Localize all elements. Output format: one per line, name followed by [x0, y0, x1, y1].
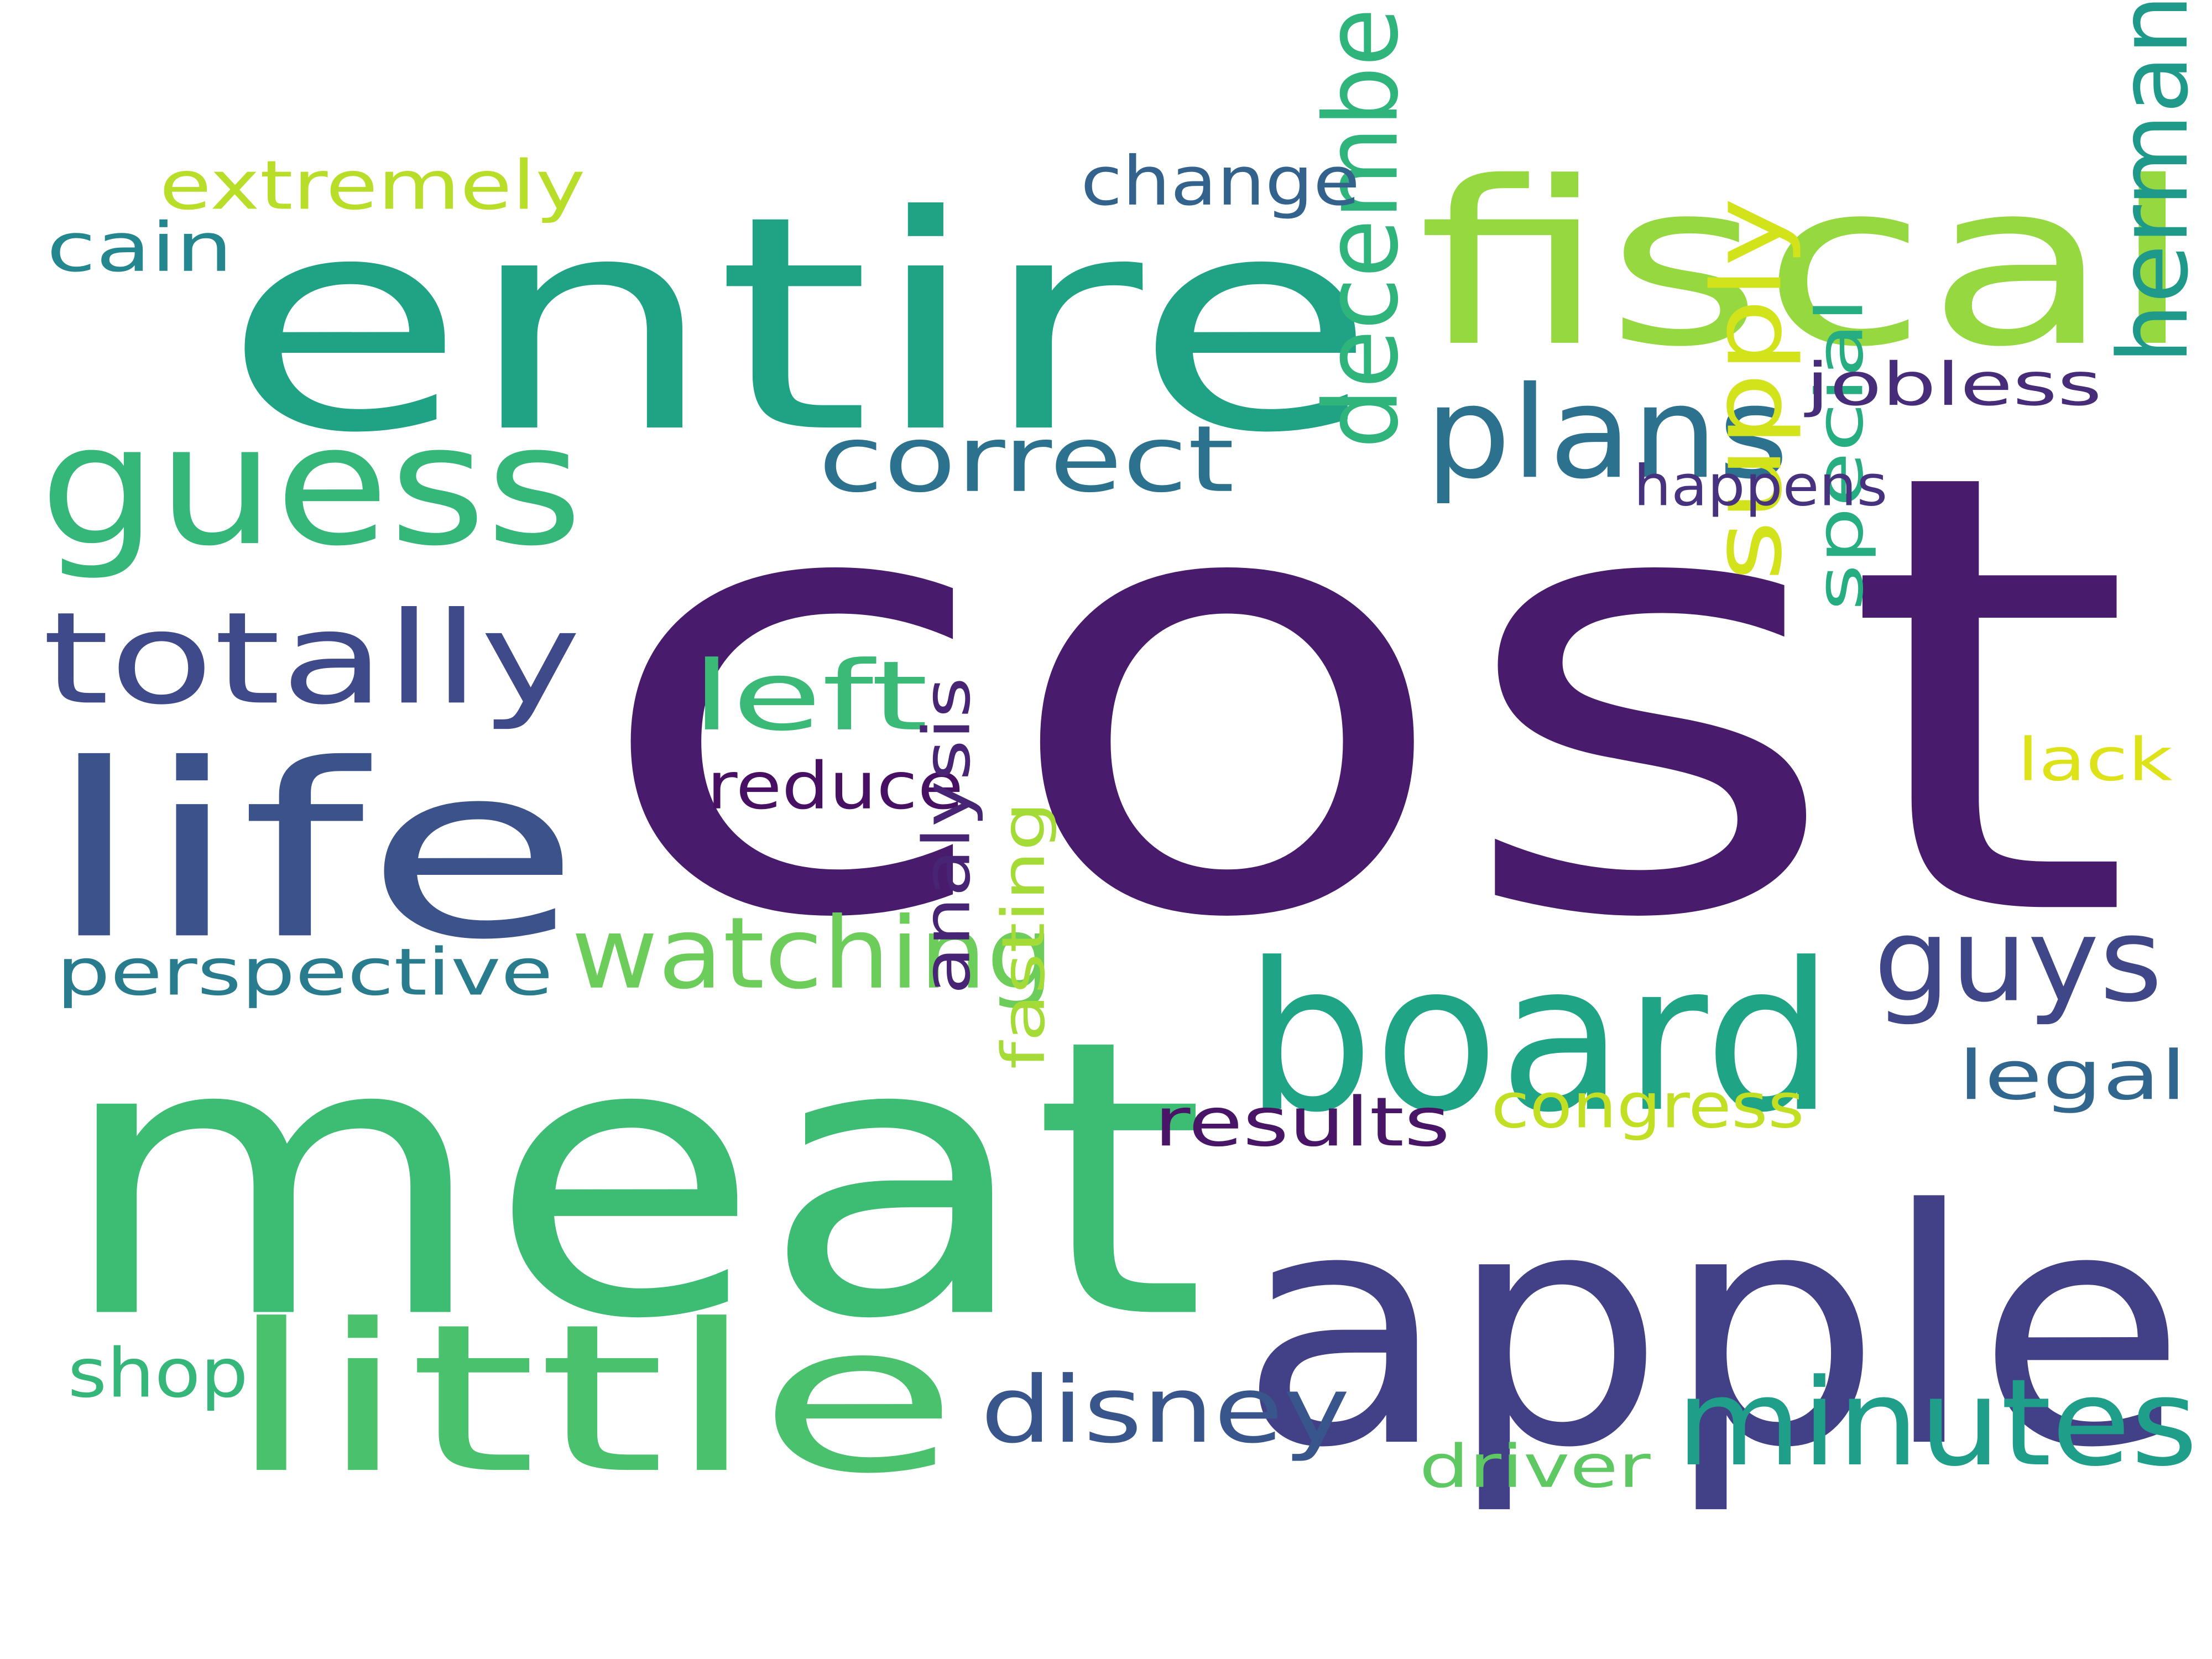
word-special: special	[1802, 298, 1877, 611]
word-guys: guys	[1874, 894, 2163, 1028]
word-lack: lack	[2017, 726, 2173, 795]
word-entire: entire	[223, 153, 1377, 498]
word-life: life	[45, 713, 581, 992]
word-totally: totally	[43, 585, 581, 733]
word-disney: disney	[980, 1357, 1350, 1464]
word-jobless: jobless	[1804, 351, 2102, 419]
word-board: board	[1244, 920, 1834, 1157]
word-apple: apple	[1239, 1141, 2187, 1519]
word-analysis: analysis	[909, 677, 985, 994]
word-reduce: reduce	[707, 748, 963, 824]
word-extremely: extremely	[159, 146, 585, 225]
word-plans: plans	[1425, 359, 1789, 507]
word-congress: congress	[1491, 1070, 1804, 1142]
word-cost: cost	[589, 344, 2134, 1050]
word-left: left	[691, 640, 928, 752]
word-change: change	[1081, 142, 1360, 221]
word-guess: guess	[39, 389, 582, 582]
word-minutes: minutes	[1676, 1354, 2198, 1493]
word-happens: happens	[1634, 453, 1887, 519]
word-december: december	[1303, 0, 1421, 448]
word-meat: meat	[56, 959, 1206, 1402]
word-herman: herman	[2098, 0, 2209, 364]
word-supply: supply	[1691, 197, 1803, 581]
word-driver: driver	[1419, 1433, 1651, 1501]
word-results: results	[1154, 1082, 1451, 1161]
word-fiscal: fiscal	[1418, 134, 2194, 397]
word-fasting: fasting	[990, 801, 1058, 1070]
word-watching: watching	[571, 896, 1053, 1011]
word-shop: shop	[67, 1334, 248, 1413]
word-legal: legal	[1958, 1036, 2187, 1115]
word-cain: cain	[46, 208, 233, 287]
word-little: little	[226, 1281, 959, 1519]
word-correct: correct	[818, 406, 1235, 513]
word-perspective: perspective	[56, 934, 553, 1010]
